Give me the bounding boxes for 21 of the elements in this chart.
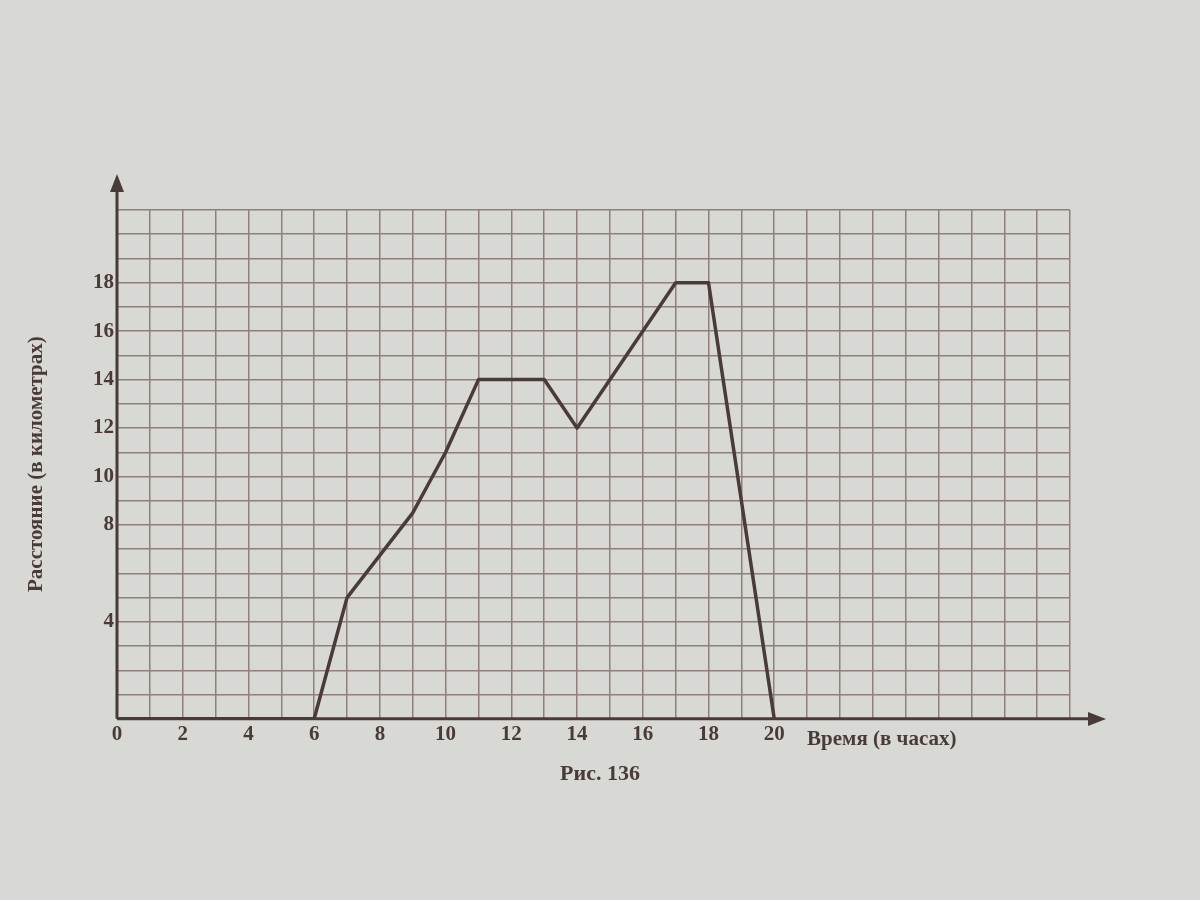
x-tick-label: 12 (500, 720, 522, 745)
x-tick-label: 8 (374, 720, 386, 745)
y-tick-label: 16 (93, 317, 114, 342)
y-tick-label: 14 (93, 366, 115, 391)
y-tick-label: 8 (103, 511, 114, 536)
x-tick-label: 20 (763, 720, 785, 745)
y-axis-title: Расстояние (в километрах) (22, 335, 48, 595)
x-tick-label: 14 (566, 720, 589, 745)
x-tick-label: 6 (308, 720, 320, 745)
y-tick-label: 10 (93, 462, 114, 487)
y-tick-label: 18 (93, 269, 114, 294)
x-tick-label: 0 (111, 720, 123, 745)
x-tick-label: 16 (632, 720, 654, 745)
x-tick-label: 18 (698, 720, 720, 745)
x-axis-title: Время (в часах) (807, 725, 957, 750)
text: Рис. 136 (559, 760, 641, 786)
y-tick-label: 4 (103, 608, 115, 633)
x-tick-label: 10 (435, 720, 457, 745)
x-tick-label: 4 (243, 720, 255, 745)
y-tick-label: 12 (93, 414, 114, 439)
x-tick-label: 2 (177, 720, 188, 745)
